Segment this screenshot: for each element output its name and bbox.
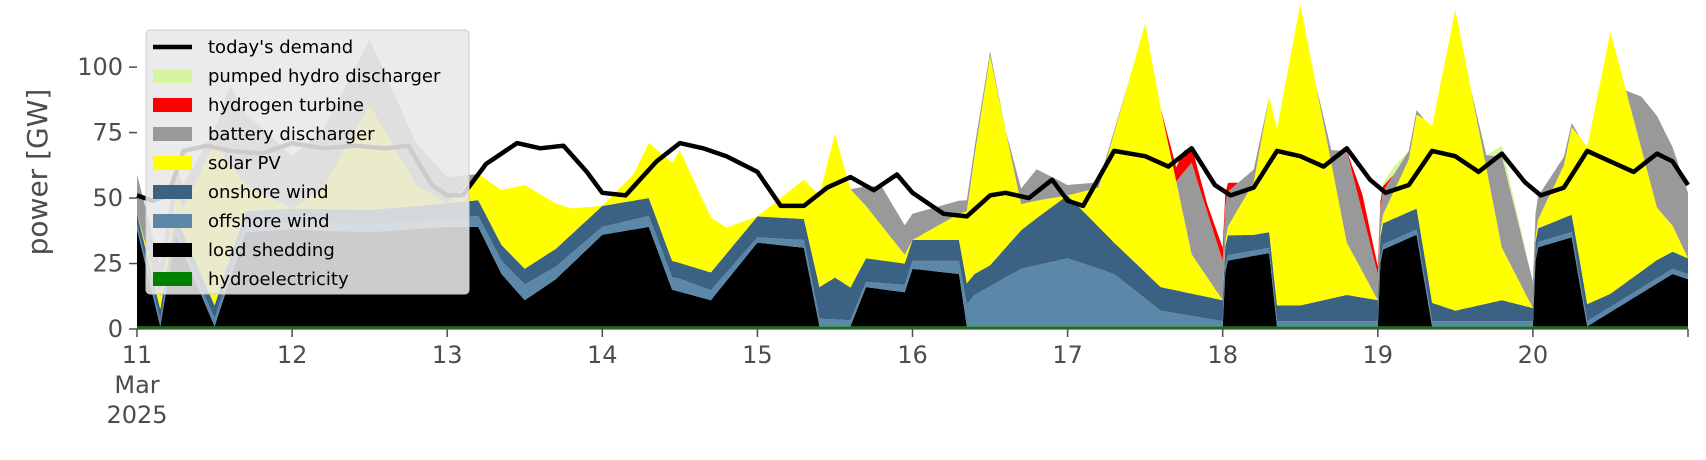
x-tick-label: 11 [122,341,153,369]
legend-label-battery-discharger: battery discharger [208,124,375,145]
y-axis-label: power [GW] [21,89,54,256]
legend-swatch-offshore-wind [153,214,192,228]
legend-swatch-solar-pv [153,156,192,170]
legend: today's demand pumped hydro discharger hyd… [145,29,470,295]
y-tick-label: 75 [92,119,123,147]
legend-box [145,29,470,295]
x-tick-label: 12 [277,341,308,369]
legend-label-today-s-demand: today's demand [208,37,353,58]
x-tick-sublabel: 2025 [106,401,167,429]
area-load-shedding [137,226,1688,327]
y-axis-ticks: 0 25 50 75 100 [77,53,137,343]
legend-swatch-hydroelectricity [153,272,192,286]
legend-label-hydroelectricity: hydroelectricity [208,269,349,290]
x-tick-label: 17 [1052,341,1083,369]
legend-label-load-shedding: load shedding [208,240,335,261]
x-tick-label: 15 [742,341,773,369]
area-hydroelectricity [137,326,1688,329]
y-tick-label: 100 [77,53,123,81]
legend-label-solar-pv: solar PV [208,153,281,174]
stacked-area-layers [137,4,1688,329]
legend-swatch-load-shedding [153,243,192,257]
legend-label-pumped-hydro-discharger: pumped hydro discharger [208,66,441,87]
x-tick-label: 18 [1207,341,1238,369]
area-offshore-wind [137,215,1688,327]
area-onshore-wind [137,195,1688,322]
legend-label-onshore-wind: onshore wind [208,182,329,203]
x-tick-label: 19 [1363,341,1394,369]
x-tick-label: 14 [587,341,618,369]
x-tick-sublabel: Mar [114,371,159,399]
y-tick-label: 25 [92,250,123,278]
legend-label-offshore-wind: offshore wind [208,211,330,232]
x-tick-label: 16 [897,341,928,369]
legend-swatch-hydrogen-turbine [153,98,192,112]
area-solar-pv [137,4,1688,311]
y-tick-label: 0 [108,315,123,343]
legend-swatch-battery-discharger [153,127,192,141]
legend-label-hydrogen-turbine: hydrogen turbine [208,95,364,116]
y-tick-label: 50 [92,184,123,212]
x-tick-label: 20 [1518,341,1549,369]
legend-swatch-pumped-hydro-discharger [153,69,192,83]
legend-swatch-onshore-wind [153,185,192,199]
x-tick-label: 13 [432,341,463,369]
